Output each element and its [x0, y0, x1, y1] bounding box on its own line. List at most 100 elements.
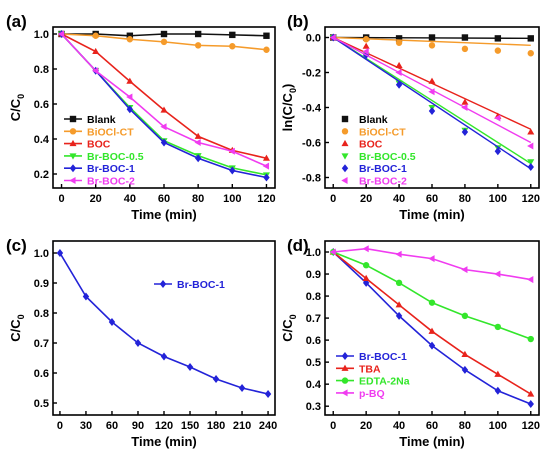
legend-label: Br-BOC-2	[359, 176, 407, 188]
x-tick-label: 150	[181, 420, 199, 432]
data-point	[428, 88, 435, 96]
legend-marker	[341, 352, 349, 360]
data-point	[228, 147, 235, 155]
data-point	[263, 46, 270, 53]
data-point	[461, 266, 468, 274]
plot-frame	[52, 26, 276, 189]
data-point	[395, 80, 403, 89]
data-point	[362, 245, 369, 253]
legend-marker	[69, 128, 77, 135]
data-point	[262, 162, 270, 170]
y-tick-label: 0.7	[34, 338, 49, 350]
y-tick-label: 0.4	[306, 379, 322, 391]
y-tick-label: -0.6	[302, 138, 321, 150]
data-point	[527, 35, 534, 42]
y-tick-label: -0.8	[302, 173, 321, 185]
legend-label: BiOCl-CT	[87, 126, 134, 138]
panel-label: (c)	[6, 236, 27, 255]
y-tick-label: -0.4	[302, 103, 322, 115]
y-tick-label: 0.5	[306, 357, 321, 369]
series-br-boc-2	[329, 33, 534, 150]
data-point	[461, 312, 469, 320]
x-tick-label: 100	[489, 193, 507, 205]
legend-marker	[69, 139, 77, 147]
data-point	[160, 138, 168, 147]
x-tick-label: 120	[522, 193, 540, 205]
y-axis-title: C/C0	[280, 314, 298, 341]
data-point	[160, 38, 168, 46]
x-tick-label: 80	[192, 193, 204, 205]
data-point	[461, 34, 469, 41]
y-tick-label: 0.9	[306, 269, 321, 281]
y-tick-label: 0.6	[34, 368, 49, 380]
data-point	[428, 327, 436, 334]
data-point	[494, 35, 502, 42]
series-line	[59, 252, 269, 395]
data-point	[262, 154, 270, 161]
data-point	[186, 363, 194, 371]
data-point	[395, 279, 403, 287]
data-point	[362, 47, 369, 56]
x-axis-title: Time (min)	[131, 434, 197, 449]
x-tick-label: 120	[257, 193, 275, 205]
y-axis-title: ln(C/C0)	[280, 84, 298, 132]
x-tick-label: 40	[393, 420, 405, 432]
data-point	[194, 42, 202, 49]
x-tick-label: 20	[90, 193, 102, 205]
y-tick-label: 0.4	[34, 134, 50, 146]
data-point	[527, 142, 534, 150]
x-tick-label: 100	[489, 420, 507, 432]
data-point	[461, 128, 469, 136]
legend: BlankBiOCl-CTBOCBr-BOC-0.5Br-BOC-1Br-BOC…	[64, 114, 144, 188]
data-point	[527, 159, 535, 166]
series-br-boc-1	[56, 249, 272, 398]
legend-marker	[341, 377, 349, 384]
legend-label: Br-BOC-0.5	[87, 151, 144, 163]
data-point	[160, 352, 168, 361]
legend-label: Br-BOC-1	[177, 279, 225, 291]
data-point	[395, 68, 402, 77]
data-point	[134, 339, 142, 347]
fit-line	[332, 36, 532, 170]
x-tick-label: 30	[80, 420, 92, 432]
data-point	[56, 249, 64, 257]
x-tick-label: 90	[132, 420, 144, 432]
data-point	[329, 33, 336, 42]
chart-panel-b: (b) 0 20 40 60 80 100 120 0.0 -0.2 -0.4 -0.6 -0.8 Tim…	[280, 12, 540, 222]
x-tick-label: 210	[233, 420, 251, 432]
x-axis-title: Time (min)	[131, 207, 197, 222]
x-tick-label: 40	[124, 193, 136, 205]
data-point	[160, 30, 168, 38]
data-point	[108, 318, 116, 326]
y-tick-label: 1.0	[306, 247, 321, 259]
legend-marker	[341, 115, 349, 123]
data-point	[494, 370, 502, 377]
legend-marker	[69, 115, 77, 123]
x-tick-label: 0	[330, 193, 336, 205]
legend-label: p-BQ	[359, 388, 385, 400]
y-tick-label: 1.0	[34, 248, 49, 260]
y-tick-label: 0.3	[306, 401, 321, 413]
x-tick-label: 60	[158, 193, 170, 205]
data-point	[428, 107, 436, 115]
data-point	[494, 386, 502, 395]
legend-label: Blank	[87, 114, 116, 126]
data-point	[461, 98, 469, 105]
x-tick-label: 120	[522, 420, 540, 432]
data-point	[428, 77, 436, 84]
x-tick-label: 180	[207, 420, 225, 432]
legend-marker	[69, 164, 77, 173]
y-axis-title: C/C0	[8, 94, 26, 121]
data-point	[428, 255, 435, 263]
data-point	[264, 390, 272, 398]
data-point	[194, 132, 202, 139]
legend-label: TBA	[359, 363, 381, 375]
panel-label: (b)	[287, 12, 309, 31]
chart-panel-d: (d) 0 20 40 60 80 100 120 0.3 0.4 0.5 0.6 0.7 0.8 0.9 1…	[280, 236, 540, 449]
legend-marker	[159, 280, 167, 288]
data-point	[461, 365, 469, 374]
data-point	[527, 163, 534, 171]
y-tick-label: 0.8	[34, 64, 49, 76]
legend-label: Br-BOC-1	[359, 163, 407, 175]
